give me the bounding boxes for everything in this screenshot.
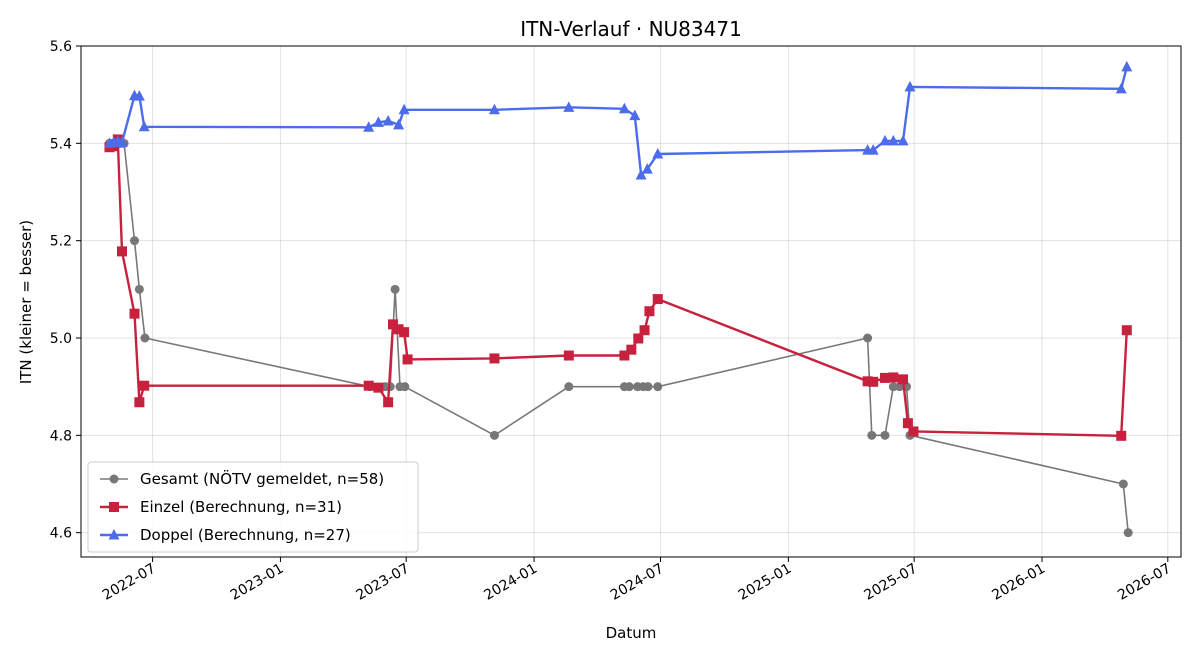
legend-label: Einzel (Berechnung, n=31): [140, 498, 342, 516]
legend-item: [100, 529, 128, 540]
y-tick-label: 5.2: [50, 234, 72, 250]
data-point: [383, 397, 394, 408]
data-point: [879, 134, 891, 146]
data-point: [619, 350, 630, 361]
legend-marker: [109, 474, 119, 484]
legend-item: [100, 474, 128, 484]
data-point: [388, 319, 399, 330]
data-point: [626, 344, 637, 355]
legend-label: Doppel (Berechnung, n=27): [140, 526, 351, 544]
data-point: [399, 327, 410, 338]
data-point: [382, 114, 394, 126]
series-layer: [103, 60, 1133, 538]
data-point: [1121, 60, 1133, 72]
data-point: [393, 324, 404, 335]
data-point: [624, 382, 634, 392]
data-point: [904, 80, 916, 92]
data-point: [633, 333, 644, 344]
data-point: [898, 374, 909, 385]
data-point: [129, 308, 140, 319]
data-point: [641, 163, 653, 174]
data-point: [1123, 528, 1133, 538]
data-point: [653, 382, 663, 392]
data-point: [489, 430, 499, 440]
y-tick-label: 4.8: [50, 428, 72, 444]
data-point: [652, 294, 663, 305]
data-point: [888, 382, 898, 392]
data-point: [116, 136, 128, 147]
data-point: [644, 306, 655, 317]
data-point: [868, 376, 879, 387]
data-point: [363, 380, 374, 391]
data-point: [908, 426, 919, 437]
data-point: [140, 333, 150, 343]
data-point: [489, 353, 500, 364]
data-point: [130, 236, 140, 246]
data-point: [879, 372, 890, 383]
data-point: [880, 430, 890, 440]
data-point: [402, 354, 413, 365]
data-point: [652, 148, 664, 159]
data-point: [398, 103, 410, 115]
data-point: [488, 103, 500, 115]
y-tick-label: 5.6: [50, 39, 72, 55]
y-axis: 4.6 4.8 5.0 5.2 5.4 5.6: [50, 39, 81, 542]
plot-frame: [80, 45, 1182, 558]
data-point: [867, 430, 877, 440]
legend: Gesamt (NÖTV gemeldet, n=58) Einzel (Bere…: [87, 461, 419, 553]
y-axis-label: ITN (kleiner = besser): [17, 220, 35, 384]
data-point: [372, 116, 384, 127]
data-point: [116, 246, 127, 257]
data-point: [563, 101, 575, 112]
chart-title: ITN-Verlauf · NU83471: [520, 17, 742, 41]
data-point: [393, 118, 405, 130]
data-point: [1115, 82, 1127, 94]
data-point: [629, 109, 641, 121]
data-point: [133, 90, 145, 101]
data-point: [134, 284, 144, 294]
data-point: [639, 325, 650, 336]
data-point: [902, 418, 913, 429]
data-point: [895, 382, 905, 392]
x-axis-label: Datum: [606, 624, 657, 642]
data-point: [400, 382, 410, 392]
legend-marker: [108, 529, 120, 540]
data-point: [139, 380, 150, 391]
data-point: [863, 333, 873, 343]
data-point: [373, 382, 384, 393]
data-point: [1121, 325, 1132, 336]
data-point: [564, 382, 574, 392]
data-point: [635, 168, 647, 180]
legend-label: Gesamt (NÖTV gemeldet, n=58): [140, 469, 384, 488]
data-point: [390, 284, 400, 294]
y-tick-label: 5.0: [50, 331, 72, 347]
data-point: [897, 134, 909, 146]
y-tick-label: 5.4: [50, 136, 72, 152]
data-point: [363, 121, 375, 132]
data-point: [1118, 479, 1128, 489]
data-point: [643, 382, 653, 392]
data-point: [862, 376, 873, 387]
data-point: [888, 372, 899, 383]
data-point: [563, 350, 574, 361]
y-tick-label: 4.6: [50, 526, 72, 542]
data-point: [867, 144, 879, 155]
data-point: [134, 397, 145, 408]
legend-item: [100, 502, 128, 512]
legend-box: [87, 461, 419, 553]
data-point: [887, 134, 899, 146]
data-point: [618, 102, 630, 114]
legend-marker: [109, 502, 119, 512]
series-triangle: [103, 60, 1133, 180]
data-point: [138, 120, 150, 132]
data-point: [1116, 430, 1127, 441]
